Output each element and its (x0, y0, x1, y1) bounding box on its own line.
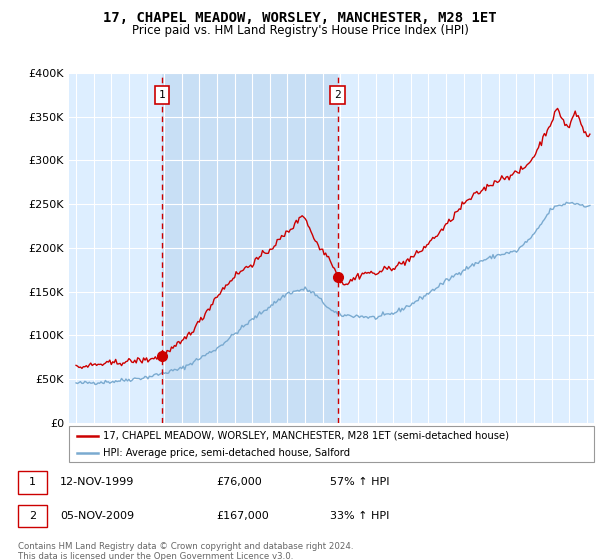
Text: Contains HM Land Registry data © Crown copyright and database right 2024.
This d: Contains HM Land Registry data © Crown c… (18, 542, 353, 560)
Text: £167,000: £167,000 (216, 511, 269, 521)
Text: 12-NOV-1999: 12-NOV-1999 (60, 477, 134, 487)
Text: HPI: Average price, semi-detached house, Salford: HPI: Average price, semi-detached house,… (103, 448, 350, 458)
Text: 1: 1 (29, 477, 36, 487)
FancyBboxPatch shape (18, 471, 47, 493)
Text: Price paid vs. HM Land Registry's House Price Index (HPI): Price paid vs. HM Land Registry's House … (131, 24, 469, 37)
FancyBboxPatch shape (18, 505, 47, 527)
Text: 17, CHAPEL MEADOW, WORSLEY, MANCHESTER, M28 1ET (semi-detached house): 17, CHAPEL MEADOW, WORSLEY, MANCHESTER, … (103, 431, 509, 441)
Text: 17, CHAPEL MEADOW, WORSLEY, MANCHESTER, M28 1ET: 17, CHAPEL MEADOW, WORSLEY, MANCHESTER, … (103, 11, 497, 25)
Bar (162, 73, 338, 423)
Text: 2: 2 (29, 511, 36, 521)
Text: 1: 1 (158, 90, 165, 100)
Text: £76,000: £76,000 (216, 477, 262, 487)
Text: 2: 2 (334, 90, 341, 100)
Text: 33% ↑ HPI: 33% ↑ HPI (330, 511, 389, 521)
FancyBboxPatch shape (69, 426, 594, 462)
Text: 57% ↑ HPI: 57% ↑ HPI (330, 477, 389, 487)
Text: 05-NOV-2009: 05-NOV-2009 (60, 511, 134, 521)
